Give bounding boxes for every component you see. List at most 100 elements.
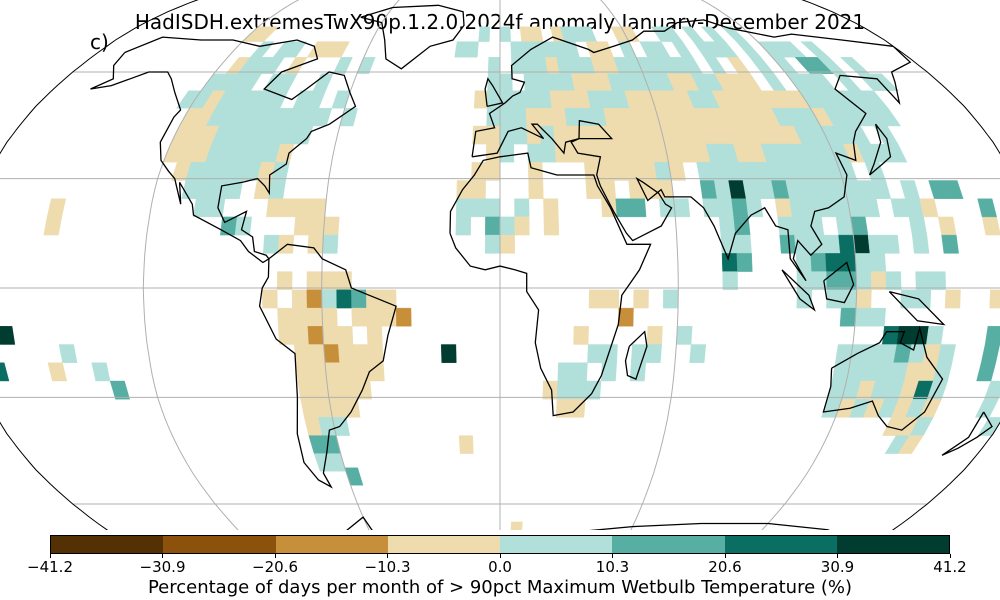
grid-cell [440, 344, 457, 363]
grid-cell [321, 289, 338, 309]
grid-cell [810, 253, 827, 272]
grid-cell [989, 289, 1000, 309]
colorbar-tick-label: −41.2 [27, 558, 73, 576]
grid-cell [899, 180, 920, 199]
grid-cell [455, 216, 472, 236]
grid-cell [980, 344, 1000, 363]
grid-cell [292, 326, 310, 345]
grid-cell [529, 26, 544, 42]
grid-cell [645, 344, 662, 363]
grid-cell [861, 198, 881, 218]
australia-coast [822, 325, 944, 431]
colorbar-segment [612, 536, 725, 553]
grid-cell [800, 41, 830, 58]
colorbar-segment [836, 536, 949, 553]
grid-cell [309, 198, 327, 218]
grid-cell [588, 289, 605, 309]
colorbar-tick-mark [274, 554, 276, 558]
grid-cell [855, 289, 872, 309]
grid-cell [306, 289, 323, 309]
graticule [0, 0, 1000, 530]
grid-cell [522, 57, 537, 74]
new-zealand-coast [941, 411, 993, 456]
grid-cell [487, 57, 501, 74]
colorbar-label: Percentage of days per month of > 90pct … [147, 577, 853, 598]
grid-cell [285, 57, 308, 74]
grid-cell [306, 307, 323, 327]
grid-cell [885, 271, 902, 290]
grid-cell [91, 362, 111, 382]
colorbar-segment [275, 536, 388, 553]
colorbar-tick-mark [499, 554, 501, 558]
grid-cell [869, 73, 900, 91]
grid-cell [523, 73, 538, 91]
grid-cell [351, 307, 368, 327]
grid-cell [366, 307, 382, 327]
grid-cell [573, 326, 589, 345]
grid-cell [458, 435, 474, 454]
grid-cell [839, 307, 857, 327]
sumatra-coast [781, 269, 816, 312]
grid-cell [977, 198, 997, 218]
grid-cell [307, 326, 324, 345]
grid-cell [854, 253, 872, 272]
grid-cell [291, 289, 308, 309]
grid-cell [941, 234, 959, 254]
grid-cell [499, 143, 515, 163]
grid-cell [662, 289, 679, 309]
grid-cell [340, 380, 358, 400]
grid-cell [915, 271, 932, 290]
grid-cell [478, 26, 491, 42]
grid-cell [601, 344, 618, 363]
grid-cell [465, 41, 479, 58]
colorbar-segment [387, 536, 500, 553]
grid-cell [297, 380, 316, 400]
meridian-line [689, 0, 858, 530]
grid-cell [293, 216, 311, 236]
colorbar [50, 535, 950, 554]
grid-cell [554, 143, 571, 163]
grid-cell [771, 57, 799, 74]
colorbar-tick-label: 30.9 [820, 558, 855, 576]
grid-cell [512, 107, 527, 127]
grid-cell [46, 198, 67, 218]
grid-cell [470, 180, 486, 199]
grid-cell [323, 344, 340, 363]
grid-cell [976, 362, 997, 382]
grid-cell [612, 161, 629, 181]
grid-cell [542, 380, 559, 400]
grid-cell [308, 344, 326, 363]
grid-cell [499, 107, 514, 127]
grid-cell [869, 253, 887, 272]
grid-cell [368, 362, 385, 382]
grid-cell [295, 198, 313, 218]
grid-cell [306, 271, 323, 290]
grid-cell [47, 362, 68, 382]
africa-coast [449, 152, 652, 417]
colorbar-tick-mark [162, 554, 163, 558]
colorbar-tick-label: 10.3 [595, 558, 630, 576]
grid-cell [356, 57, 376, 74]
anomaly-cells [0, 26, 1000, 530]
meridian-line [321, 0, 406, 530]
grid-cell [312, 380, 330, 400]
grid-cell [981, 216, 1000, 236]
grid-cell [524, 90, 540, 109]
grid-cell [745, 198, 764, 218]
grid-cell [702, 198, 720, 218]
grid-cell [736, 253, 753, 272]
grid-cell [338, 344, 355, 363]
grid-cell [0, 362, 10, 382]
grid-cell [355, 380, 373, 400]
grid-cell [911, 234, 930, 254]
grid-cell [295, 362, 313, 382]
grid-cell [485, 198, 501, 218]
grid-cell [528, 180, 544, 199]
grid-cell [870, 271, 887, 290]
grid-cell [603, 289, 620, 309]
grid-cell [571, 362, 588, 382]
grid-cell [268, 180, 286, 199]
grid-cell [543, 198, 559, 218]
colorbar-segment [163, 536, 276, 553]
grid-cell [676, 326, 693, 345]
